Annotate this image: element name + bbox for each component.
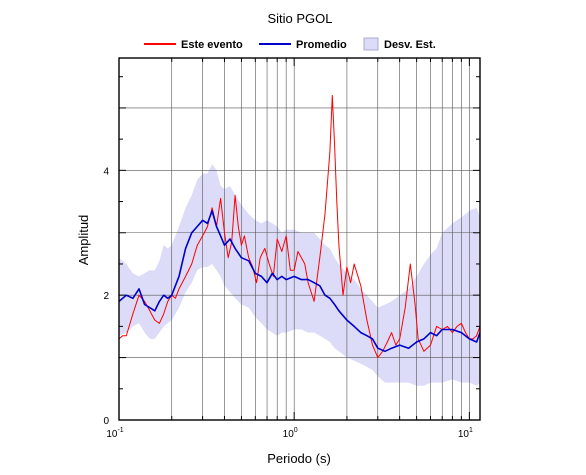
legend: Este evento Promedio Desv. Est. <box>144 37 436 51</box>
series-line-mean <box>118 210 481 353</box>
plot-area: 0 2 4 10-1 100 101 <box>103 57 481 440</box>
legend-label-mean: Promedio <box>296 39 347 51</box>
x-tick-label: 10-1 <box>106 427 123 440</box>
legend-label-event: Este evento <box>181 39 243 51</box>
legend-label-std: Desv. Est. <box>384 39 436 51</box>
x-tick-label: 101 <box>458 427 473 440</box>
y-tick-label: 2 <box>103 291 109 302</box>
y-tick-label: 4 <box>103 166 109 177</box>
plot-frame <box>118 57 481 421</box>
chart-title: Sitio PGOL <box>267 11 332 26</box>
y-tick-label: 0 <box>103 416 109 427</box>
series-line-event <box>118 94 481 359</box>
y-axis-label: Amplitud <box>76 215 91 266</box>
x-axis-label: Periodo (s) <box>267 451 331 466</box>
x-tick-label: 100 <box>283 427 298 440</box>
legend-swatch-std <box>363 37 379 51</box>
